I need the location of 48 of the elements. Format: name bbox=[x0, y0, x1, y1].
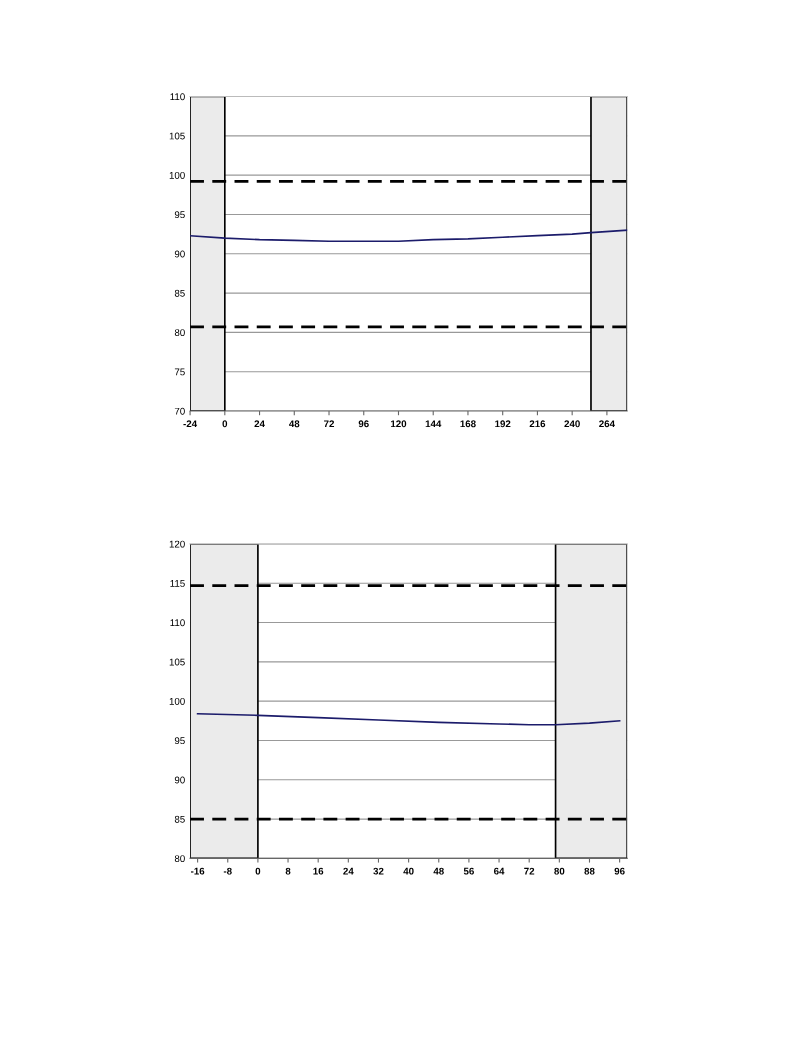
y-tick-label: 75 bbox=[174, 368, 185, 376]
x-tick-label: -8 bbox=[223, 867, 232, 875]
y-tick-label: 80 bbox=[174, 855, 185, 863]
x-tick-label: 88 bbox=[584, 867, 595, 875]
y-tick-label: 90 bbox=[174, 250, 185, 258]
x-tick-label: 24 bbox=[343, 867, 354, 875]
y-tick-label: 110 bbox=[170, 93, 185, 101]
line-series bbox=[196, 712, 621, 726]
x-tick-label: 32 bbox=[373, 867, 384, 875]
y-tick-label: 110 bbox=[170, 619, 185, 627]
x-tick-label: 96 bbox=[358, 420, 369, 428]
y-tick-label: 105 bbox=[169, 658, 185, 666]
x-tick-label: 16 bbox=[313, 867, 324, 875]
y-tick-label: 115 bbox=[170, 580, 185, 587]
x-tick-label: 48 bbox=[289, 420, 300, 428]
x-tick-label: -24 bbox=[183, 420, 198, 428]
x-tick-label: 0 bbox=[255, 867, 261, 875]
y-tick-label: 120 bbox=[169, 540, 185, 548]
x-tick-label: 144 bbox=[425, 420, 442, 428]
y-tick-label: 85 bbox=[174, 815, 185, 823]
x-tick-label: 240 bbox=[564, 420, 580, 428]
x-tick-label: 216 bbox=[529, 420, 546, 428]
x-tick-label: 24 bbox=[254, 420, 265, 428]
x-tick-label: 72 bbox=[524, 867, 535, 875]
x-tick-label: 264 bbox=[599, 420, 615, 428]
y-tick-label: 95 bbox=[174, 211, 185, 219]
x-tick-label: 72 bbox=[324, 420, 335, 428]
line-series bbox=[190, 229, 628, 243]
y-tick-label: 80 bbox=[174, 329, 185, 337]
y-tick-label: 100 bbox=[169, 697, 185, 705]
x-tick-label: 48 bbox=[433, 867, 444, 875]
x-tick-label: 56 bbox=[463, 867, 474, 875]
x-tick-label: 0 bbox=[222, 420, 228, 428]
y-tick-label: 100 bbox=[169, 171, 185, 179]
x-tick-label: 40 bbox=[403, 867, 414, 875]
y-tick-label: 95 bbox=[174, 737, 185, 745]
y-tick-label: 90 bbox=[174, 776, 185, 784]
x-tick-label: 96 bbox=[614, 867, 625, 875]
x-tick-label: 120 bbox=[390, 420, 407, 428]
x-tick-label: -16 bbox=[190, 867, 205, 875]
x-tick-label: 80 bbox=[554, 867, 565, 875]
x-tick-label: 8 bbox=[285, 867, 291, 875]
y-tick-label: 70 bbox=[174, 407, 185, 415]
x-tick-label: 168 bbox=[460, 420, 476, 428]
x-tick-label: 64 bbox=[494, 867, 505, 875]
x-tick-label: 192 bbox=[495, 420, 511, 428]
y-tick-label: 85 bbox=[174, 289, 185, 297]
y-tick-label: 105 bbox=[169, 132, 185, 140]
